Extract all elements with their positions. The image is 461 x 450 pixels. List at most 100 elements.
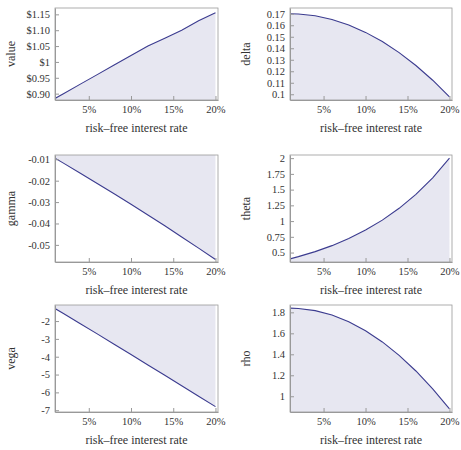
- y-tick: -4: [41, 352, 59, 363]
- x-axis: 5%10%15%20%: [56, 408, 226, 427]
- x-tick-label: 15%: [164, 416, 184, 427]
- y-tick-mark: [290, 37, 294, 38]
- x-axis-title: risk–free interest rate: [320, 121, 422, 135]
- x-tick-mark: [408, 258, 409, 262]
- x-axis-line: [291, 100, 453, 101]
- series-line: [55, 158, 215, 259]
- x-axis-title: risk–free interest rate: [86, 283, 188, 297]
- x-axis-line: [56, 100, 219, 101]
- y-tick-label: -0.03: [28, 197, 50, 208]
- y-tick-label: 1.6: [272, 328, 285, 339]
- panel: 5%10%15%20%-0.05-0.04-0.03-0.02-0.01risk…: [4, 138, 226, 297]
- plot-area: [55, 13, 215, 100]
- y-axis: -0.05 -0.04 -0.03 -0.02 -0.01: [28, 154, 59, 262]
- area-fill: [55, 305, 215, 407]
- x-tick: 10%: [356, 96, 376, 115]
- x-axis: 5% 10% 15% 20%: [56, 96, 226, 115]
- y-axis: 11.21.41.61.8: [272, 306, 294, 413]
- y-tick-mark: [290, 94, 294, 95]
- y-tick-mark: [55, 14, 59, 15]
- y-tick: -0.04: [28, 218, 59, 229]
- x-tick-label: 20%: [440, 416, 460, 427]
- y-tick-mark: [290, 312, 294, 313]
- x-tick: 15%: [398, 258, 418, 277]
- x-tick-label: 10%: [356, 104, 376, 115]
- y-tick: -6: [41, 387, 59, 398]
- x-tick: 10%: [122, 96, 142, 115]
- y-tick-label: 1: [280, 216, 285, 227]
- y-tick-label: 1.25: [267, 200, 285, 211]
- y-tick: $1: [40, 57, 60, 68]
- x-tick-label: 15%: [398, 266, 418, 277]
- y-tick-mark: [55, 339, 59, 340]
- y-tick: -0.03: [28, 197, 59, 208]
- area-fill: [290, 308, 449, 412]
- y-tick-mark: [55, 78, 59, 79]
- x-tick: 5%: [317, 408, 331, 427]
- x-tick: 20%: [440, 408, 460, 427]
- y-tick-mark: [290, 237, 294, 238]
- x-tick-mark: [449, 96, 450, 100]
- x-tick-mark: [324, 96, 325, 100]
- x-tick: 20%: [440, 258, 460, 277]
- y-tick: 0.14: [267, 43, 294, 54]
- y-tick-mark: [290, 190, 294, 191]
- y-tick-label: -0.05: [28, 240, 50, 251]
- series-line: [290, 14, 449, 97]
- plot-frame: [290, 155, 452, 262]
- y-tick: -3: [41, 334, 59, 345]
- y-tick-mark: [290, 396, 294, 397]
- y-tick-mark: [290, 48, 294, 49]
- y-tick-mark: [55, 94, 59, 95]
- y-tick-label: -3: [41, 334, 50, 345]
- x-tick: 10%: [122, 408, 142, 427]
- x-tick-label: 15%: [164, 266, 184, 277]
- y-tick-mark: [55, 46, 59, 47]
- y-tick-label: -0.01: [28, 154, 50, 165]
- y-tick: -5: [41, 369, 59, 380]
- y-tick-mark: [55, 202, 59, 203]
- y-tick-label: 0.14: [267, 43, 286, 54]
- x-tick-label: 15%: [164, 104, 184, 115]
- y-tick-label: -0.02: [28, 176, 50, 187]
- y-tick-mark: [290, 25, 294, 26]
- y-tick-mark: [55, 392, 59, 393]
- x-axis-line: [291, 412, 453, 413]
- y-tick-label: -6: [41, 387, 50, 398]
- y-tick-label: -0.04: [28, 218, 51, 229]
- area-fill: [290, 14, 449, 100]
- y-tick: 1.4: [272, 349, 294, 360]
- x-tick-label: 5%: [317, 266, 331, 277]
- y-axis-title: value: [4, 41, 18, 67]
- y-axis-title: theta: [239, 196, 253, 220]
- x-tick: 5%: [82, 96, 96, 115]
- x-tick: 5%: [82, 408, 96, 427]
- y-tick-label: 0.13: [267, 55, 285, 66]
- y-tick: 1.8: [272, 307, 294, 318]
- y-tick: $1.05: [26, 41, 59, 52]
- x-tick-label: 10%: [122, 266, 142, 277]
- y-tick-label: 0.15: [267, 32, 285, 43]
- x-tick-mark: [449, 258, 450, 262]
- y-tick-mark: [55, 62, 59, 63]
- y-tick: 1.75: [267, 169, 294, 180]
- y-tick-label: 1.4: [272, 349, 286, 360]
- y-tick-label: 0.75: [267, 232, 285, 243]
- x-tick-mark: [131, 96, 132, 100]
- x-tick-label: 20%: [206, 266, 226, 277]
- x-tick-label: 5%: [82, 416, 96, 427]
- panel: 5%10%15%20%11.21.41.61.8risk–free intere…: [239, 305, 460, 450]
- y-axis-title: rho: [239, 351, 253, 367]
- y-tick: $0.90: [26, 89, 59, 100]
- x-tick-mark: [215, 258, 216, 262]
- y-tick: 2: [280, 153, 294, 164]
- x-tick-label: 20%: [206, 104, 226, 115]
- x-tick: 15%: [398, 96, 418, 115]
- x-tick-mark: [173, 96, 174, 100]
- y-tick: -7: [41, 405, 59, 416]
- y-tick-label: 0.5: [272, 247, 285, 258]
- x-axis-title: risk–free interest rate: [86, 433, 188, 447]
- area-fill: [55, 13, 215, 100]
- y-tick-label: 0.11: [267, 78, 285, 89]
- x-tick-mark: [131, 258, 132, 262]
